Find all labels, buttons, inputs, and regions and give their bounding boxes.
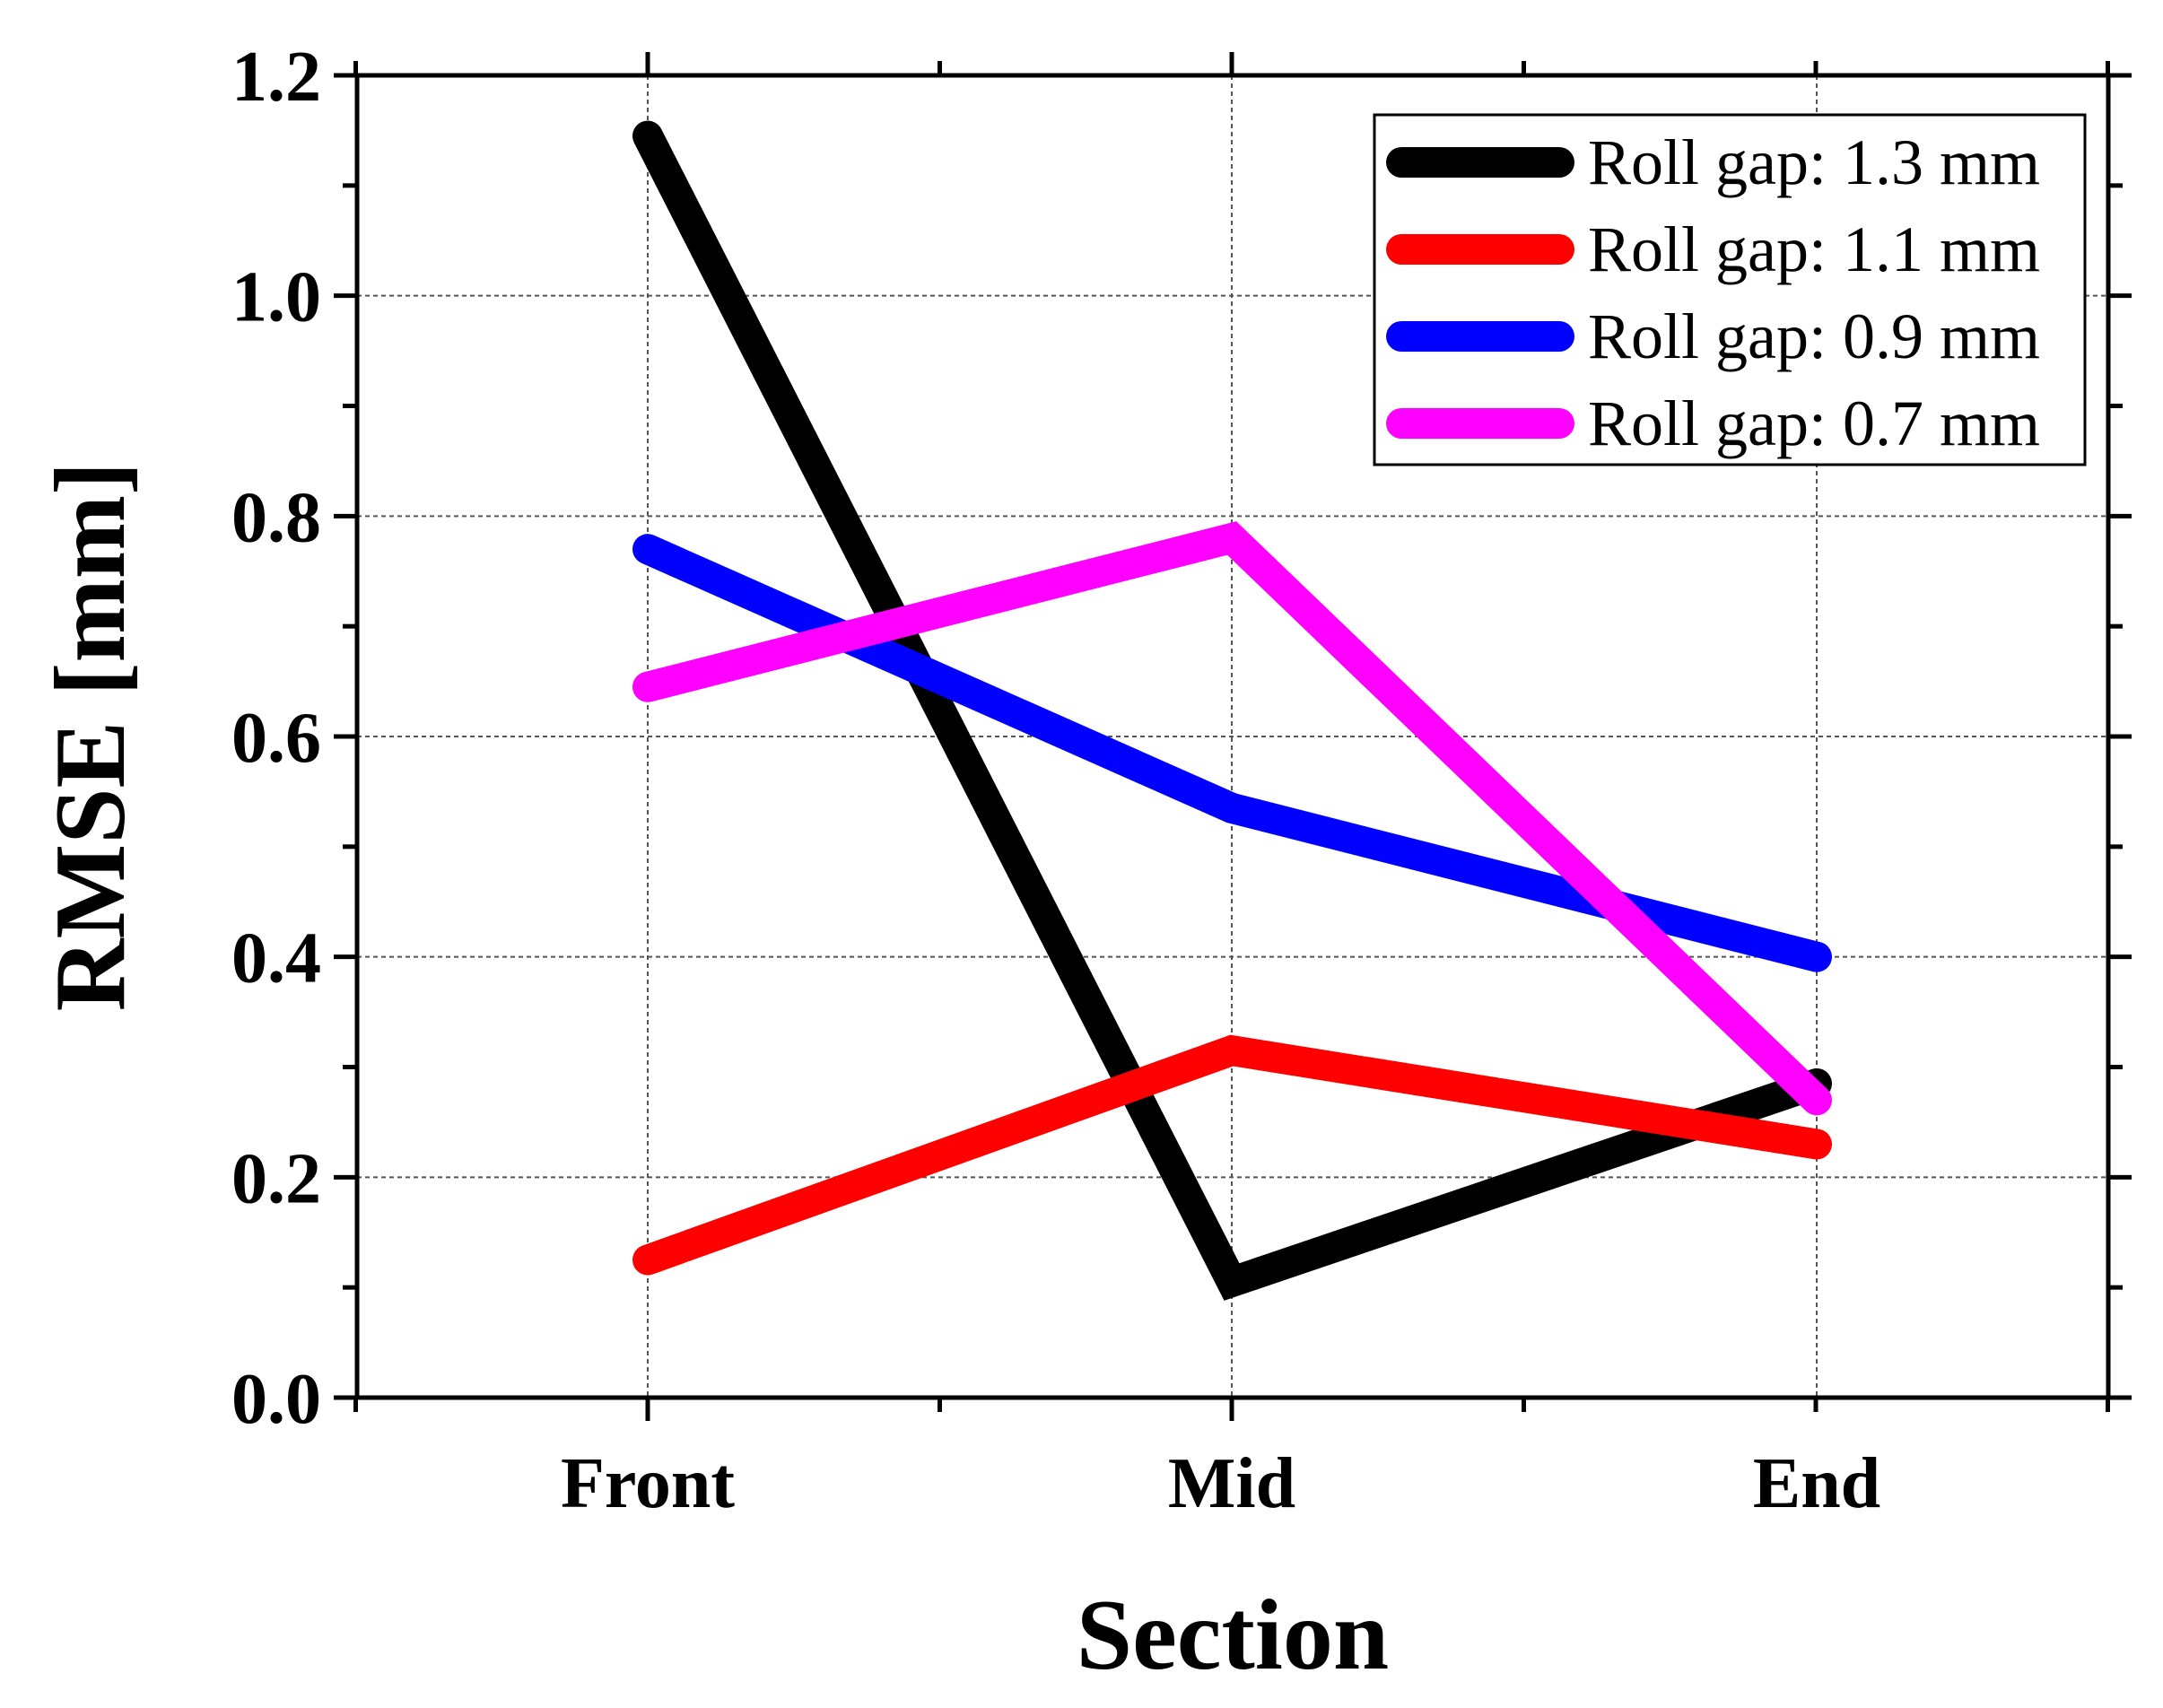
y-tick-label-1: 0.2 [231,1139,321,1218]
y-tick-label-6: 1.2 [231,38,321,117]
series-layer [632,120,1832,1301]
x-axis-title: Section [1077,1580,1389,1691]
legend-label-0: Roll gap: 1.3 mm [1588,126,2040,198]
y-tick-label-2: 0.4 [231,919,321,998]
series-line-0 [632,120,1832,1301]
y-tick-label-0: 0.0 [231,1360,321,1439]
legend-label-2: Roll gap: 0.9 mm [1588,301,2040,372]
legend: Roll gap: 1.3 mm Roll gap: 1.1 mm Roll gap… [1373,113,2087,466]
x-tick-label-0: Front [561,1444,735,1523]
series-line-1 [632,1034,1832,1276]
y-tick-label-4: 0.8 [231,478,321,557]
series-line-3 [632,521,1832,1116]
grid-layer [357,75,2108,1398]
x-tick-label-1: Mid [1168,1444,1295,1523]
y-axis-title: RMSE [mm] [35,462,146,1012]
y-tick-label-5: 1.0 [231,258,321,337]
legend-label-3: Roll gap: 0.7 mm [1588,388,2040,459]
axes-layer: 0.0 0.2 0.4 0.6 0.8 1.0 1.2 Front Mid End Section R… [35,38,2132,1691]
y-tick-label-3: 0.6 [231,699,321,778]
legend-label-1: Roll gap: 1.1 mm [1588,214,2040,285]
x-tick-label-2: End [1753,1444,1880,1523]
